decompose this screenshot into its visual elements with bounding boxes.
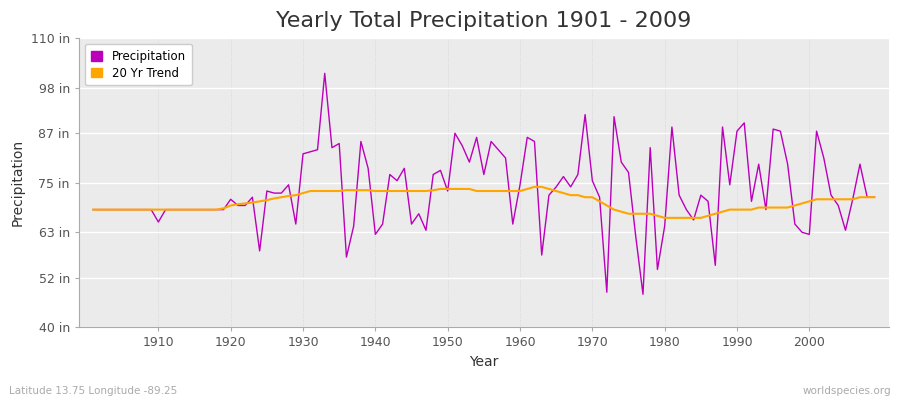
20 Yr Trend	[88, 207, 99, 212]
20 Yr Trend	[529, 184, 540, 189]
Y-axis label: Precipitation: Precipitation	[11, 139, 25, 226]
Precipitation	[515, 182, 526, 187]
20 Yr Trend	[348, 188, 359, 192]
20 Yr Trend	[515, 189, 526, 194]
Precipitation	[305, 149, 316, 154]
Title: Yearly Total Precipitation 1901 - 2009: Yearly Total Precipitation 1901 - 2009	[276, 11, 691, 31]
Text: worldspecies.org: worldspecies.org	[803, 386, 891, 396]
Precipitation	[869, 195, 880, 200]
20 Yr Trend	[508, 189, 518, 194]
Precipitation	[146, 207, 157, 212]
20 Yr Trend	[869, 195, 880, 200]
Precipitation	[637, 292, 648, 297]
Precipitation	[608, 114, 619, 119]
Precipitation	[356, 139, 366, 144]
20 Yr Trend	[608, 207, 619, 212]
20 Yr Trend	[305, 189, 316, 194]
Precipitation	[88, 207, 99, 212]
20 Yr Trend	[660, 216, 670, 220]
Line: 20 Yr Trend: 20 Yr Trend	[94, 187, 875, 218]
X-axis label: Year: Year	[469, 355, 499, 369]
20 Yr Trend	[146, 207, 157, 212]
Text: Latitude 13.75 Longitude -89.25: Latitude 13.75 Longitude -89.25	[9, 386, 177, 396]
Line: Precipitation: Precipitation	[94, 73, 875, 294]
Precipitation	[522, 135, 533, 140]
Precipitation	[320, 71, 330, 76]
Legend: Precipitation, 20 Yr Trend: Precipitation, 20 Yr Trend	[85, 44, 192, 86]
